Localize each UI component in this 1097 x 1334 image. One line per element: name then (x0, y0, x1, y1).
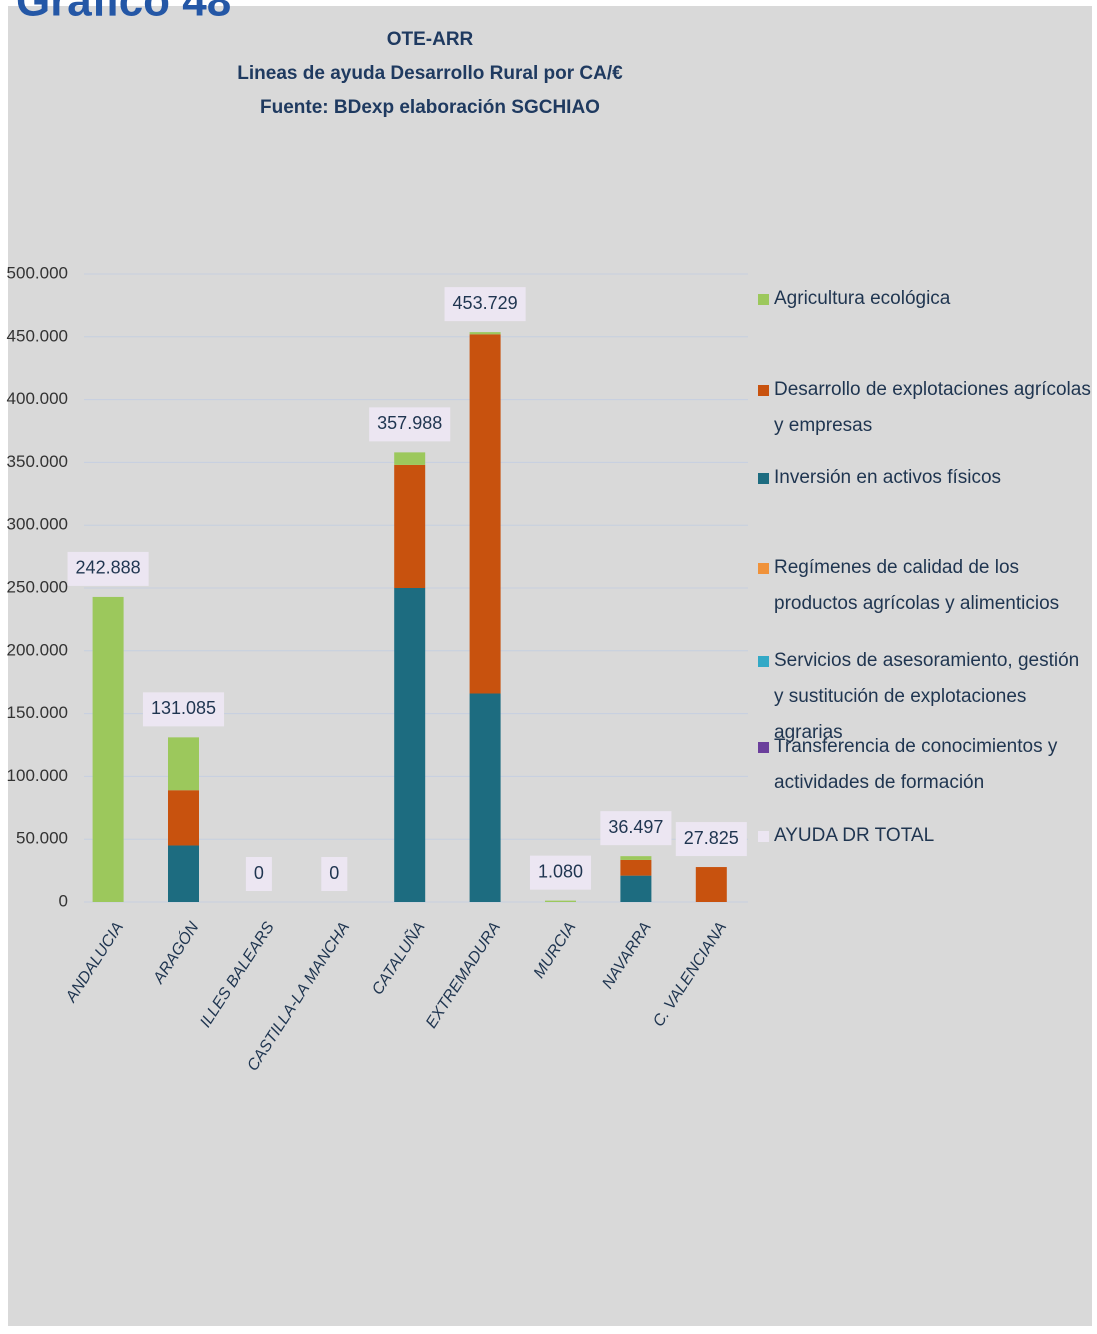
legend-swatch (758, 473, 769, 484)
legend-swatch (758, 831, 769, 842)
chart-title: Lineas de ayuda Desarrollo Rural por CA/… (237, 63, 623, 84)
legend-swatch (758, 742, 769, 753)
legend-entry: Agricultura ecológica (758, 281, 1093, 317)
data-label: 357.988 (377, 413, 442, 433)
chart-background (8, 6, 1092, 1326)
bar-segment (394, 464, 426, 588)
data-label: 36.497 (608, 817, 663, 837)
bar-segment (394, 588, 426, 902)
bar-segment (469, 334, 501, 694)
bar-segment (545, 900, 576, 902)
y-tick-label: 250.000 (7, 577, 68, 596)
chart-title: OTE-ARR (387, 29, 474, 50)
y-tick-label: 200.000 (7, 640, 68, 659)
y-tick-label: 300.000 (7, 515, 68, 534)
data-label: 27.825 (684, 828, 739, 848)
legend-label: Servicios de asesoramiento, gestión y su… (774, 650, 1080, 743)
y-tick-label: 350.000 (7, 452, 68, 471)
bar-segment (92, 596, 124, 902)
y-tick-label: 400.000 (7, 389, 68, 408)
bar-segment (620, 856, 652, 860)
y-tick-label: 150.000 (7, 703, 68, 722)
legend-label: Inversión en activos físicos (774, 467, 1002, 488)
bar-segment (695, 867, 727, 902)
bar-segment (469, 693, 501, 902)
legend-swatch (758, 563, 769, 574)
y-tick-label: 100.000 (7, 766, 68, 785)
legend-label: AYUDA DR TOTAL (774, 825, 935, 846)
bar-segment (394, 452, 426, 465)
legend-entry: Servicios de asesoramiento, gestión y su… (758, 643, 1093, 751)
data-label-box (142, 692, 225, 727)
data-label: 242.888 (76, 558, 141, 578)
y-tick-label: 450.000 (7, 326, 68, 345)
data-label-box (369, 407, 451, 442)
data-label: 131.085 (151, 698, 216, 718)
data-label-box (675, 822, 747, 857)
heading: Gráfico 48 (16, 0, 231, 26)
y-tick-label: 0 (59, 891, 68, 910)
legend-entry: Inversión en activos físicos (758, 460, 1093, 496)
y-tick-label: 500.000 (7, 263, 68, 282)
data-label: 1.080 (538, 861, 583, 881)
y-tick-label: 50.000 (16, 829, 68, 848)
bar-segment (469, 332, 501, 335)
legend-swatch (758, 656, 769, 667)
bar-segment (168, 790, 199, 846)
legend-entry: Transferencia de conocimientos y activid… (758, 729, 1093, 801)
legend-label: Regímenes de calidad de los productos ag… (774, 557, 1060, 614)
data-label-box (245, 857, 272, 891)
legend-entry: AYUDA DR TOTAL (758, 818, 1093, 854)
data-label: 0 (329, 863, 339, 883)
legend-label: Desarrollo de explotaciones agrícolas y … (774, 379, 1091, 436)
bar-segment (620, 859, 652, 876)
bar-segment (168, 845, 199, 902)
data-label: 0 (254, 863, 264, 883)
chart-title: Fuente: BDexp elaboración SGCHIAO (260, 97, 600, 118)
data-label-box (529, 855, 592, 890)
data-label-box (321, 857, 348, 891)
bar-segment (620, 875, 652, 902)
legend-entry: Desarrollo de explotaciones agrícolas y … (758, 372, 1093, 444)
data-label: 453.729 (453, 293, 518, 313)
data-label-box (444, 287, 526, 322)
legend-entry: Regímenes de calidad de los productos ag… (758, 550, 1093, 622)
bar-segment (168, 737, 199, 791)
legend-label: Transferencia de conocimientos y activid… (774, 736, 1058, 793)
legend-swatch (758, 385, 769, 396)
data-label-box (600, 811, 672, 846)
legend-label: Agricultura ecológica (774, 288, 951, 309)
legend-swatch (758, 294, 769, 305)
data-label-box (67, 551, 149, 586)
